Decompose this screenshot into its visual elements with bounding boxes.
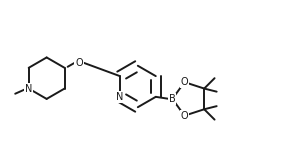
Text: O: O <box>75 58 83 68</box>
Text: B: B <box>169 94 176 104</box>
Text: O: O <box>181 77 188 87</box>
Text: N: N <box>116 92 124 102</box>
Text: B: B <box>169 94 176 104</box>
Text: O: O <box>181 111 188 121</box>
Text: N: N <box>25 84 32 94</box>
